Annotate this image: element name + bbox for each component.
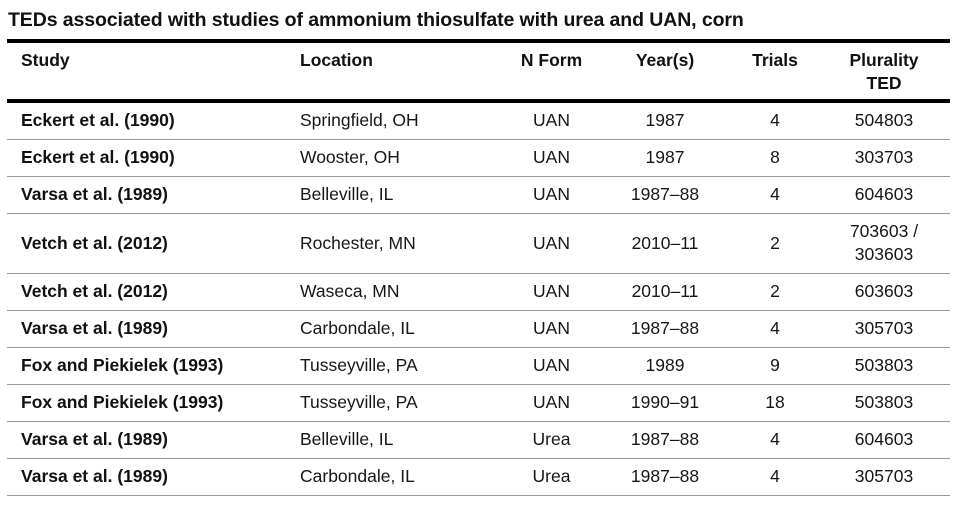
cell-years: 1987–88 bbox=[598, 458, 732, 496]
table-row: Fox and Piekielek (1993) Tusseyville, PA U… bbox=[7, 384, 950, 422]
cell-plurality-ted: 503803 bbox=[818, 384, 950, 422]
column-header-study: Study bbox=[21, 50, 70, 70]
cell-years: 1987 bbox=[598, 101, 732, 140]
cell-plurality-ted: 604603 bbox=[818, 176, 950, 214]
table-row: Fox and Piekielek (1993) Tusseyville, PA U… bbox=[7, 347, 950, 385]
table-row: Varsa et al. (1989) Belleville, IL Urea 198… bbox=[7, 421, 950, 459]
cell-plurality-ted: 303703 bbox=[818, 139, 950, 177]
cell-n-form: UAN bbox=[505, 139, 598, 177]
cell-location: Tusseyville, PA bbox=[295, 384, 505, 422]
cell-location: Springfield, OH bbox=[295, 101, 505, 140]
cell-location: Tusseyville, PA bbox=[295, 347, 505, 385]
studies-table: Study Location N Form Year(s) Trials Plu… bbox=[7, 39, 950, 496]
cell-n-form: UAN bbox=[505, 347, 598, 385]
cell-plurality-ted: 603603 bbox=[818, 273, 950, 311]
table-header: Study Location N Form Year(s) Trials Plu… bbox=[7, 41, 950, 101]
cell-study: Fox and Piekielek (1993) bbox=[7, 347, 295, 385]
header-row: Study Location N Form Year(s) Trials Plu… bbox=[7, 41, 950, 101]
cell-trials: 4 bbox=[732, 176, 818, 214]
table-row: Varsa et al. (1989) Carbondale, IL Urea 198… bbox=[7, 458, 950, 496]
cell-location: Belleville, IL bbox=[295, 421, 505, 459]
cell-years: 1987–88 bbox=[598, 421, 732, 459]
cell-location: Wooster, OH bbox=[295, 139, 505, 177]
column-header-location: Location bbox=[300, 50, 373, 70]
cell-n-form: UAN bbox=[505, 273, 598, 311]
cell-trials: 8 bbox=[732, 139, 818, 177]
cell-n-form: UAN bbox=[505, 101, 598, 140]
cell-location: Rochester, MN bbox=[295, 213, 505, 274]
cell-study: Varsa et al. (1989) bbox=[7, 310, 295, 348]
cell-trials: 4 bbox=[732, 458, 818, 496]
cell-study: Varsa et al. (1989) bbox=[7, 458, 295, 496]
table-row: Eckert et al. (1990) Springfield, OH UAN 19… bbox=[7, 101, 950, 140]
table-row: Varsa et al. (1989) Carbondale, IL UAN 1987… bbox=[7, 310, 950, 348]
column-header-trials: Trials bbox=[752, 50, 798, 70]
table-row: Vetch et al. (2012) Waseca, MN UAN 2010–11 2… bbox=[7, 273, 950, 311]
cell-n-form: UAN bbox=[505, 176, 598, 214]
cell-n-form: UAN bbox=[505, 213, 598, 274]
cell-plurality-ted: 503803 bbox=[818, 347, 950, 385]
cell-trials: 4 bbox=[732, 421, 818, 459]
cell-location: Waseca, MN bbox=[295, 273, 505, 311]
cell-trials: 9 bbox=[732, 347, 818, 385]
cell-study: Vetch et al. (2012) bbox=[7, 213, 295, 274]
cell-plurality-ted: 305703 bbox=[818, 458, 950, 496]
table-row: Eckert et al. (1990) Wooster, OH UAN 1987 8 3… bbox=[7, 139, 950, 177]
cell-years: 1989 bbox=[598, 347, 732, 385]
table-row: Vetch et al. (2012) Rochester, MN UAN 2010–… bbox=[7, 213, 950, 274]
cell-trials: 18 bbox=[732, 384, 818, 422]
table-title: TEDs associated with studies of ammonium… bbox=[8, 9, 744, 31]
cell-study: Fox and Piekielek (1993) bbox=[7, 384, 295, 422]
cell-years: 1987–88 bbox=[598, 176, 732, 214]
cell-location: Carbondale, IL bbox=[295, 458, 505, 496]
cell-trials: 2 bbox=[732, 213, 818, 274]
cell-n-form: UAN bbox=[505, 310, 598, 348]
cell-location: Belleville, IL bbox=[295, 176, 505, 214]
cell-trials: 2 bbox=[732, 273, 818, 311]
cell-study: Varsa et al. (1989) bbox=[7, 421, 295, 459]
cell-years: 2010–11 bbox=[598, 213, 732, 274]
cell-study: Eckert et al. (1990) bbox=[7, 101, 295, 140]
cell-years: 1987–88 bbox=[598, 310, 732, 348]
cell-plurality-ted: 604603 bbox=[818, 421, 950, 459]
cell-plurality-ted: 703603 / 303603 bbox=[818, 213, 950, 274]
cell-n-form: Urea bbox=[505, 458, 598, 496]
cell-plurality-ted: 504803 bbox=[818, 101, 950, 140]
column-header-years: Year(s) bbox=[635, 50, 695, 70]
cell-plurality-ted: 305703 bbox=[818, 310, 950, 348]
cell-n-form: Urea bbox=[505, 421, 598, 459]
cell-study: Eckert et al. (1990) bbox=[7, 139, 295, 177]
cell-n-form: UAN bbox=[505, 384, 598, 422]
cell-years: 1990–91 bbox=[598, 384, 732, 422]
cell-location: Carbondale, IL bbox=[295, 310, 505, 348]
cell-study: Vetch et al. (2012) bbox=[7, 273, 295, 311]
cell-trials: 4 bbox=[732, 101, 818, 140]
column-header-n-form: N Form bbox=[520, 50, 583, 70]
cell-years: 2010–11 bbox=[598, 273, 732, 311]
cell-study: Varsa et al. (1989) bbox=[7, 176, 295, 214]
column-header-plurality-ted: Plurality TED bbox=[849, 50, 919, 93]
cell-years: 1987 bbox=[598, 139, 732, 177]
table-row: Varsa et al. (1989) Belleville, IL UAN 1987… bbox=[7, 176, 950, 214]
cell-trials: 4 bbox=[732, 310, 818, 348]
table-body: Eckert et al. (1990) Springfield, OH UAN 19… bbox=[7, 101, 950, 496]
